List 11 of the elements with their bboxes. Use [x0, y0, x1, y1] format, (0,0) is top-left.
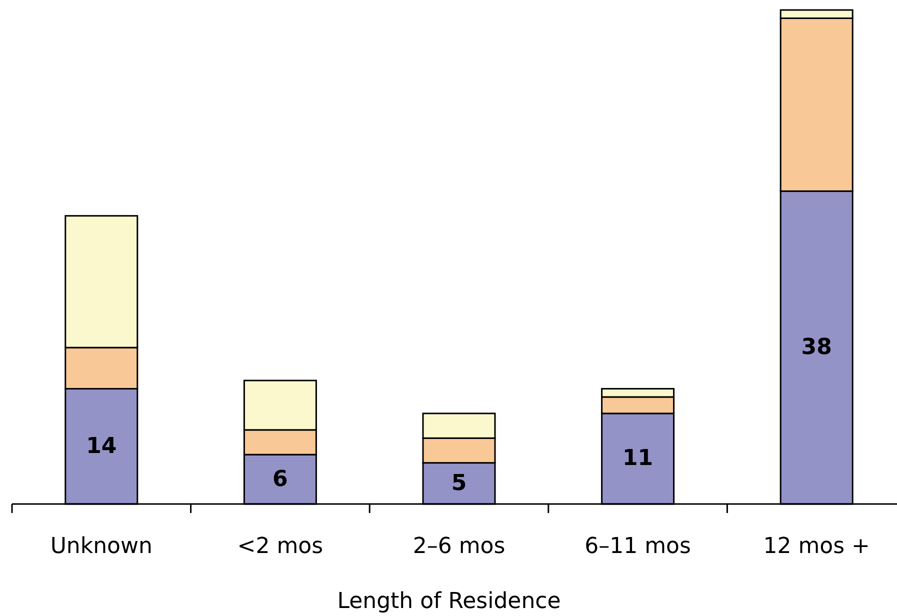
x-tick-label: 2–6 mos: [412, 534, 506, 559]
x-tick-label: 12 mos +: [763, 534, 870, 559]
data-label: 5: [451, 470, 467, 496]
x-axis-title: Length of Residence: [337, 589, 561, 614]
data-label: 6: [272, 466, 288, 492]
x-tick-label: <2 mos: [237, 534, 324, 559]
x-tick-label: 6–11 mos: [584, 534, 691, 559]
x-tick-label: Unknown: [50, 534, 152, 559]
data-label: 11: [622, 446, 654, 472]
data-label: 38: [801, 335, 832, 360]
data-label: 14: [86, 434, 117, 459]
